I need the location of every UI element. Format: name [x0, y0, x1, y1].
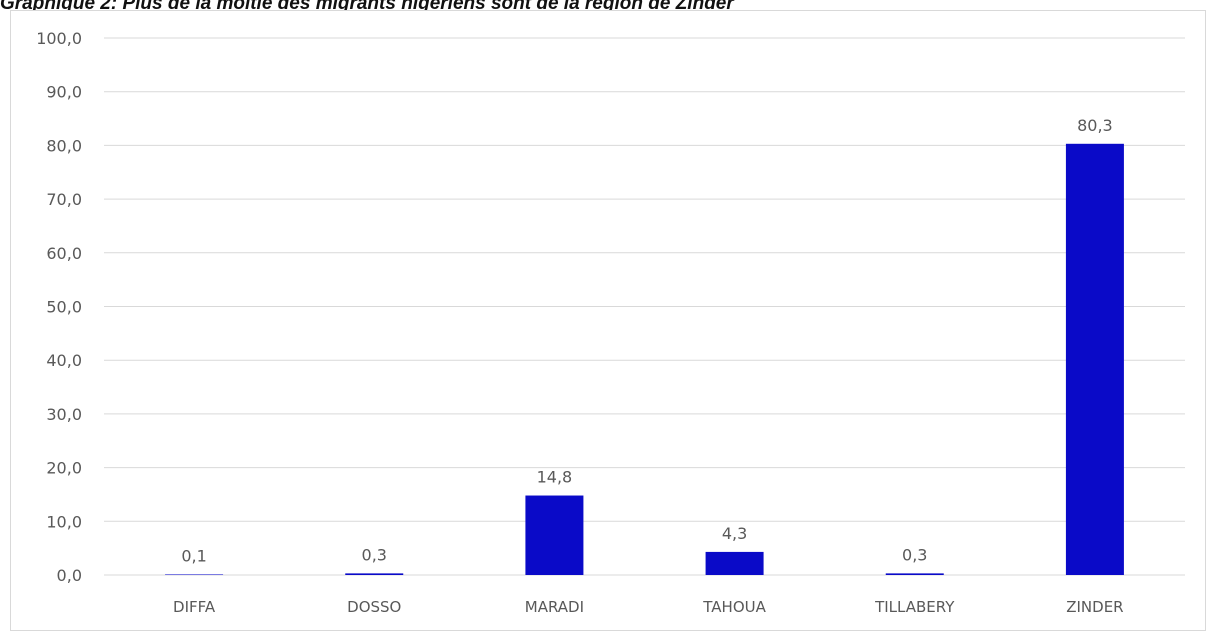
chart-area	[10, 10, 1206, 631]
x-tick-label-maradi: MARADI	[525, 598, 584, 616]
data-label-diffa: 0,1	[181, 546, 206, 565]
y-axis-ticks: 0,0 10,0 20,0 30,0 40,0 50,0 60,0 70,0 80,0 90,0 1…	[36, 29, 82, 585]
y-tick-label: 50,0	[46, 298, 82, 317]
data-label-maradi: 14,8	[537, 468, 573, 487]
x-axis-ticks: DIFFA DOSSO MARADI TAHOUA TILLABERY ZINDER	[173, 598, 1124, 616]
data-label-dosso: 0,3	[362, 545, 387, 564]
y-tick-label: 20,0	[46, 459, 82, 478]
y-tick-label: 60,0	[46, 244, 82, 263]
x-tick-label-tillabery: TILLABERY	[874, 598, 955, 616]
y-tick-label: 80,0	[46, 136, 82, 155]
bar-maradi	[525, 495, 584, 575]
x-tick-label-diffa: DIFFA	[173, 598, 216, 616]
data-labels: 0,1 0,3 14,8 4,3 0,3 80,3	[181, 116, 1112, 566]
data-label-tahoua: 4,3	[722, 524, 747, 543]
bars	[165, 143, 1124, 575]
data-label-tillabery: 0,3	[902, 545, 927, 564]
y-tick-label: 100,0	[36, 29, 82, 48]
bar-diffa	[165, 574, 224, 575]
data-label-zinder: 80,3	[1077, 116, 1113, 135]
x-tick-label-dosso: DOSSO	[347, 598, 401, 616]
y-tick-label: 30,0	[46, 405, 82, 424]
y-tick-label: 90,0	[46, 83, 82, 102]
y-tick-label: 70,0	[46, 190, 82, 209]
bar-tahoua	[705, 551, 764, 575]
y-tick-label: 0,0	[57, 566, 82, 585]
y-tick-label: 40,0	[46, 351, 82, 370]
x-tick-label-tahoua: TAHOUA	[702, 598, 766, 616]
y-tick-label: 10,0	[46, 512, 82, 531]
bar-zinder	[1065, 143, 1124, 575]
gridlines	[104, 37, 1185, 576]
bar-tillabery	[885, 573, 944, 575]
x-tick-label-zinder: ZINDER	[1066, 598, 1123, 616]
bar-dosso	[345, 573, 404, 575]
